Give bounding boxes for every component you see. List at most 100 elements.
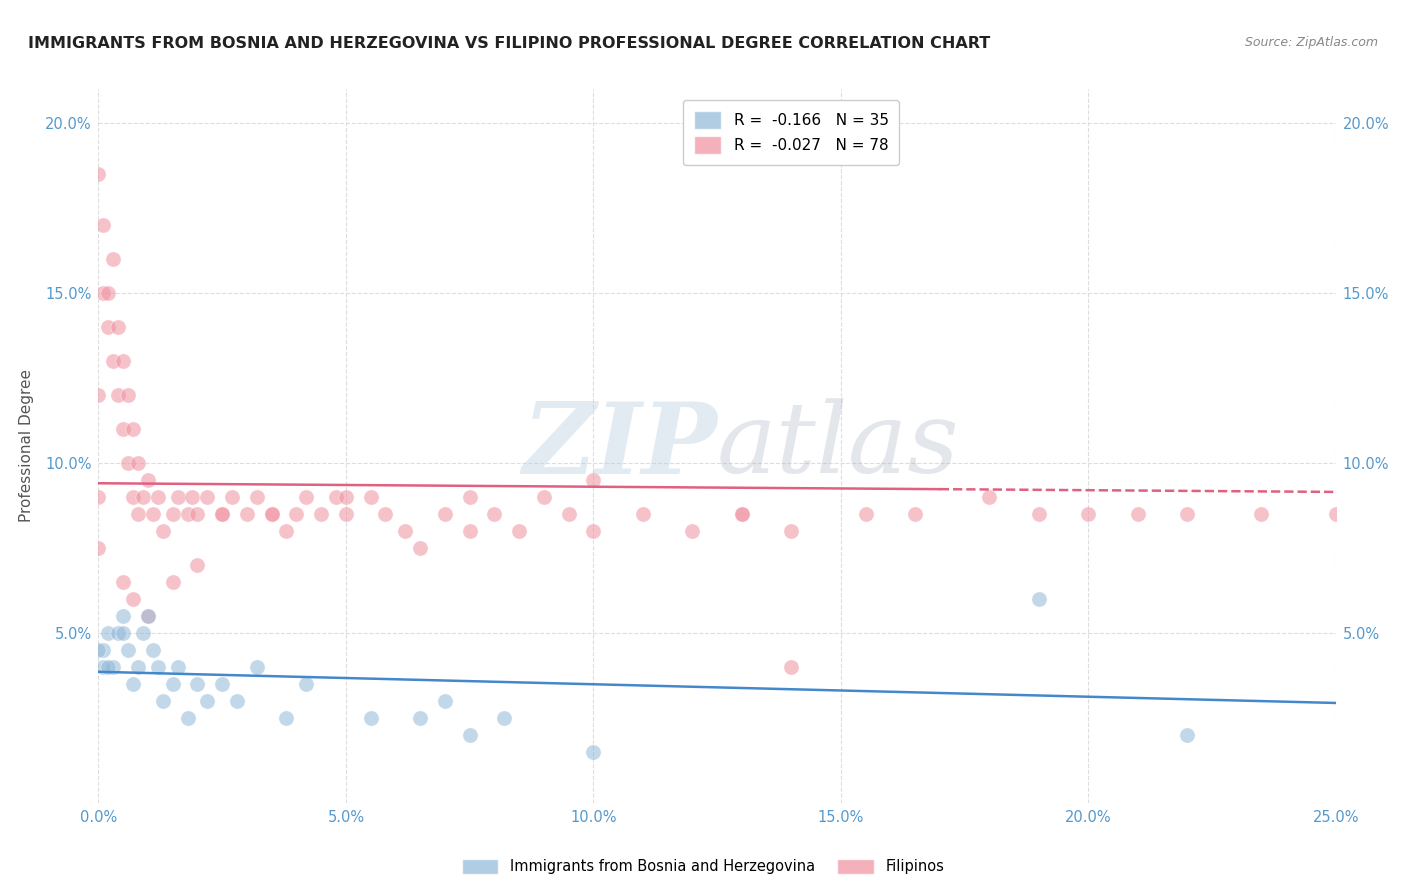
Point bbox=[582, 745, 605, 759]
Point bbox=[409, 711, 432, 725]
Point bbox=[1250, 507, 1272, 521]
Point bbox=[112, 574, 135, 589]
Point bbox=[103, 660, 125, 674]
Point bbox=[132, 490, 155, 504]
Point bbox=[166, 660, 188, 674]
Point bbox=[226, 694, 249, 708]
Point bbox=[360, 490, 382, 504]
Point bbox=[409, 541, 432, 555]
Point bbox=[211, 507, 233, 521]
Point bbox=[166, 490, 188, 504]
Point bbox=[132, 626, 155, 640]
Point bbox=[260, 507, 283, 521]
Point bbox=[112, 608, 135, 623]
Point bbox=[508, 524, 530, 538]
Point bbox=[136, 608, 159, 623]
Point bbox=[211, 677, 233, 691]
Y-axis label: Professional Degree: Professional Degree bbox=[18, 369, 34, 523]
Point bbox=[335, 490, 357, 504]
Point bbox=[631, 507, 654, 521]
Point bbox=[181, 490, 204, 504]
Point bbox=[458, 728, 481, 742]
Point bbox=[87, 541, 110, 555]
Text: atlas: atlas bbox=[717, 399, 960, 493]
Point bbox=[295, 677, 318, 691]
Point bbox=[107, 626, 129, 640]
Point bbox=[103, 252, 125, 266]
Point bbox=[162, 677, 184, 691]
Point bbox=[142, 643, 165, 657]
Point bbox=[325, 490, 347, 504]
Point bbox=[117, 388, 139, 402]
Text: ZIP: ZIP bbox=[522, 398, 717, 494]
Point bbox=[484, 507, 506, 521]
Point bbox=[458, 490, 481, 504]
Point bbox=[93, 660, 115, 674]
Point bbox=[1175, 728, 1198, 742]
Point bbox=[335, 507, 357, 521]
Point bbox=[1324, 507, 1347, 521]
Point bbox=[176, 507, 198, 521]
Point bbox=[246, 490, 269, 504]
Point bbox=[162, 507, 184, 521]
Point bbox=[117, 643, 139, 657]
Point bbox=[295, 490, 318, 504]
Point bbox=[780, 524, 803, 538]
Point bbox=[433, 507, 456, 521]
Point bbox=[146, 660, 169, 674]
Point bbox=[433, 694, 456, 708]
Point bbox=[127, 456, 149, 470]
Point bbox=[285, 507, 308, 521]
Point bbox=[112, 354, 135, 368]
Point bbox=[97, 320, 120, 334]
Point bbox=[87, 643, 110, 657]
Point bbox=[142, 507, 165, 521]
Point bbox=[494, 711, 516, 725]
Point bbox=[152, 524, 174, 538]
Point bbox=[127, 507, 149, 521]
Point bbox=[1077, 507, 1099, 521]
Point bbox=[136, 473, 159, 487]
Point bbox=[276, 711, 298, 725]
Point bbox=[93, 286, 115, 301]
Point bbox=[211, 507, 233, 521]
Point bbox=[152, 694, 174, 708]
Point bbox=[103, 354, 125, 368]
Point bbox=[394, 524, 416, 538]
Point bbox=[97, 286, 120, 301]
Point bbox=[87, 490, 110, 504]
Point bbox=[681, 524, 703, 538]
Point bbox=[780, 660, 803, 674]
Point bbox=[1126, 507, 1149, 521]
Point bbox=[260, 507, 283, 521]
Text: IMMIGRANTS FROM BOSNIA AND HERZEGOVINA VS FILIPINO PROFESSIONAL DEGREE CORRELATI: IMMIGRANTS FROM BOSNIA AND HERZEGOVINA V… bbox=[28, 36, 990, 51]
Point bbox=[93, 218, 115, 232]
Point bbox=[122, 422, 145, 436]
Point bbox=[557, 507, 579, 521]
Point bbox=[107, 320, 129, 334]
Text: Source: ZipAtlas.com: Source: ZipAtlas.com bbox=[1244, 36, 1378, 49]
Point bbox=[309, 507, 332, 521]
Point bbox=[93, 643, 115, 657]
Point bbox=[136, 608, 159, 623]
Point bbox=[221, 490, 243, 504]
Point bbox=[162, 574, 184, 589]
Point bbox=[112, 422, 135, 436]
Point bbox=[236, 507, 259, 521]
Point bbox=[979, 490, 1001, 504]
Point bbox=[276, 524, 298, 538]
Point bbox=[1175, 507, 1198, 521]
Point bbox=[112, 626, 135, 640]
Point bbox=[582, 473, 605, 487]
Point bbox=[855, 507, 877, 521]
Legend: R =  -0.166   N = 35, R =  -0.027   N = 78: R = -0.166 N = 35, R = -0.027 N = 78 bbox=[683, 101, 900, 165]
Point bbox=[1028, 591, 1050, 606]
Point bbox=[127, 660, 149, 674]
Point bbox=[731, 507, 754, 521]
Point bbox=[97, 626, 120, 640]
Point bbox=[195, 490, 218, 504]
Point bbox=[582, 524, 605, 538]
Point bbox=[731, 507, 754, 521]
Point bbox=[533, 490, 555, 504]
Point bbox=[176, 711, 198, 725]
